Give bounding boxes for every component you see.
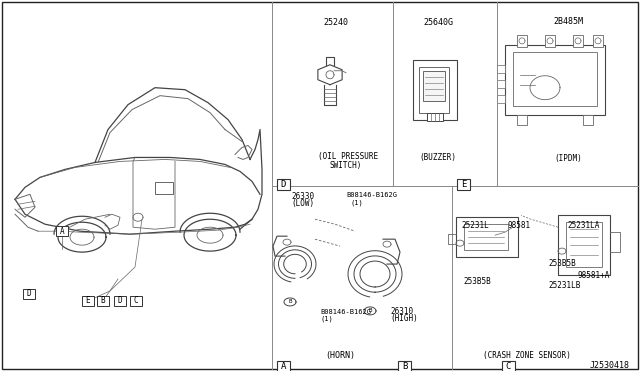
Bar <box>517 35 527 47</box>
Text: B: B <box>402 362 407 371</box>
Text: D: D <box>118 296 122 305</box>
Text: (1): (1) <box>320 316 333 323</box>
Text: (BUZZER): (BUZZER) <box>419 154 456 163</box>
Text: 98581+A: 98581+A <box>578 271 610 280</box>
Text: E: E <box>461 180 466 189</box>
Bar <box>566 222 602 267</box>
Text: 253B5B: 253B5B <box>463 277 491 286</box>
Bar <box>583 115 593 125</box>
Bar <box>56 226 68 236</box>
Text: D: D <box>281 180 286 189</box>
Text: 26310: 26310 <box>390 307 413 316</box>
Text: (OIL PRESSURE: (OIL PRESSURE <box>318 153 378 161</box>
Text: (CRASH ZONE SENSOR): (CRASH ZONE SENSOR) <box>483 351 571 360</box>
Text: (LOW): (LOW) <box>291 199 314 208</box>
Bar <box>502 361 515 372</box>
Text: (HORN): (HORN) <box>325 351 355 360</box>
Text: 25231LB: 25231LB <box>549 281 581 290</box>
Bar <box>464 224 508 250</box>
Bar <box>155 182 173 194</box>
Text: (IPDM): (IPDM) <box>554 154 582 163</box>
Bar <box>573 35 583 47</box>
Bar <box>513 52 597 106</box>
Text: J2530418: J2530418 <box>590 361 630 370</box>
Text: 98581: 98581 <box>507 221 530 230</box>
Bar <box>497 80 505 88</box>
Text: A: A <box>281 362 286 371</box>
Bar <box>398 361 411 372</box>
Bar <box>130 296 142 306</box>
Text: 25640G: 25640G <box>423 18 453 27</box>
Bar <box>23 289 35 299</box>
Text: C: C <box>134 296 138 305</box>
Bar <box>497 65 505 73</box>
Bar <box>277 361 290 372</box>
Text: D: D <box>27 289 31 298</box>
Text: B: B <box>368 308 372 313</box>
Bar <box>82 296 94 306</box>
Text: B08146-B162G: B08146-B162G <box>346 192 397 198</box>
Text: (HIGH): (HIGH) <box>390 314 418 323</box>
Bar <box>277 179 290 190</box>
Text: B08146-B162G: B08146-B162G <box>320 309 371 315</box>
Text: 25231LA: 25231LA <box>568 221 600 230</box>
Bar <box>517 115 527 125</box>
Bar <box>97 296 109 306</box>
Bar <box>505 45 605 115</box>
Bar <box>457 179 470 190</box>
Text: 26330: 26330 <box>291 192 314 201</box>
Text: 2B485M: 2B485M <box>553 17 583 26</box>
Text: B: B <box>100 296 106 305</box>
Bar <box>497 94 505 103</box>
Bar <box>558 215 610 275</box>
Text: (1): (1) <box>350 199 363 206</box>
Bar <box>456 217 518 257</box>
Text: SWITCH): SWITCH) <box>330 161 362 170</box>
Bar <box>419 67 449 113</box>
Text: 25231L: 25231L <box>461 221 489 230</box>
Bar <box>545 35 555 47</box>
Bar <box>413 60 457 119</box>
Text: E: E <box>86 296 90 305</box>
Bar <box>114 296 126 306</box>
Bar <box>423 71 445 101</box>
Bar <box>593 35 603 47</box>
Text: C: C <box>506 362 511 371</box>
Bar <box>427 113 443 121</box>
Text: 253B5B: 253B5B <box>548 259 576 268</box>
Text: A: A <box>60 227 64 236</box>
Text: 25240: 25240 <box>323 18 349 27</box>
Text: B: B <box>288 299 292 304</box>
